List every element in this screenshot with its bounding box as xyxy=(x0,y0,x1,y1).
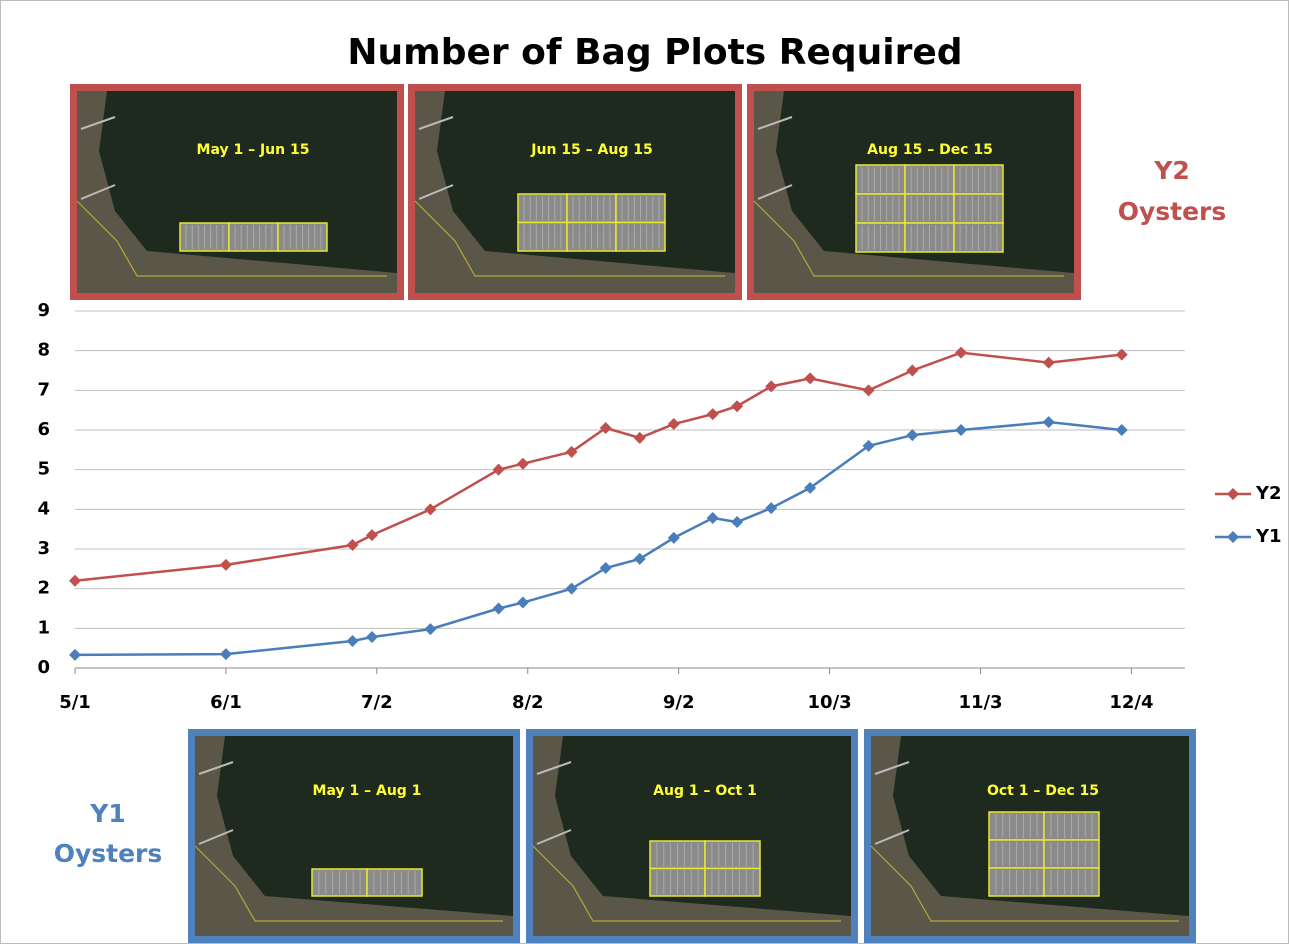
bag-plot xyxy=(989,812,1044,840)
x-tick-label: 8/2 xyxy=(512,692,544,713)
bag-plot xyxy=(705,841,760,869)
group-label: Oysters xyxy=(54,839,163,868)
bag-plot xyxy=(278,223,327,251)
panel-label: Oct 1 – Dec 15 xyxy=(987,783,1099,799)
bag-plot xyxy=(954,223,1003,252)
bag-plot xyxy=(180,223,229,251)
chart: Number of Bag Plots Required Y2 Oysters … xyxy=(0,0,1289,944)
bag-plot xyxy=(954,194,1003,223)
legend-label: Y2 xyxy=(1255,483,1282,504)
bag-plot xyxy=(856,165,905,194)
panel-label: Jun 15 – Aug 15 xyxy=(530,142,652,158)
group-label: Oysters xyxy=(1118,197,1227,226)
y-tick-label: 4 xyxy=(37,498,50,519)
bag-plot xyxy=(1044,840,1099,868)
y-tick-label: 5 xyxy=(37,459,50,480)
x-tick-label: 12/4 xyxy=(1109,692,1153,713)
x-tick-label: 7/2 xyxy=(361,692,393,713)
bag-plot xyxy=(650,869,705,897)
bag-plot xyxy=(1044,812,1099,840)
y-tick-label: 1 xyxy=(37,617,50,638)
x-tick-label: 5/1 xyxy=(59,692,91,713)
bag-plot xyxy=(954,165,1003,194)
legend-label: Y1 xyxy=(1255,526,1282,547)
panel-label: Aug 1 – Oct 1 xyxy=(653,783,757,799)
y-tick-label: 8 xyxy=(37,340,50,361)
x-tick-label: 11/3 xyxy=(958,692,1002,713)
bag-plot xyxy=(518,223,567,252)
bag-plot xyxy=(905,165,954,194)
bag-plot xyxy=(705,869,760,897)
y-tick-label: 3 xyxy=(37,538,50,559)
y-tick-label: 9 xyxy=(37,300,50,321)
bag-plot xyxy=(367,869,422,896)
bag-plot xyxy=(989,868,1044,896)
bag-plot xyxy=(518,194,567,223)
panel-label: May 1 – Aug 1 xyxy=(313,783,422,799)
bag-plot xyxy=(650,841,705,869)
x-tick-label: 6/1 xyxy=(210,692,242,713)
bag-plot xyxy=(616,223,665,252)
group-label: Y1 xyxy=(89,799,126,828)
panel-label: Aug 15 – Dec 15 xyxy=(867,142,993,158)
bag-plot xyxy=(312,869,367,896)
bag-plot xyxy=(856,194,905,223)
y-tick-label: 0 xyxy=(37,657,50,678)
x-tick-label: 9/2 xyxy=(663,692,695,713)
y-tick-label: 7 xyxy=(37,379,50,400)
bag-plot xyxy=(567,223,616,252)
panel-label: May 1 – Jun 15 xyxy=(197,142,310,158)
group-label: Y2 xyxy=(1153,156,1190,185)
bag-plot xyxy=(905,223,954,252)
y-tick-label: 2 xyxy=(37,578,50,599)
bag-plot xyxy=(616,194,665,223)
chart-title: Number of Bag Plots Required xyxy=(347,32,962,73)
bag-plot xyxy=(905,194,954,223)
bag-plot xyxy=(856,223,905,252)
bag-plot xyxy=(567,194,616,223)
bag-plot xyxy=(229,223,278,251)
bag-plot xyxy=(1044,868,1099,896)
bag-plot xyxy=(989,840,1044,868)
x-tick-label: 10/3 xyxy=(808,692,852,713)
y-tick-label: 6 xyxy=(37,419,50,440)
